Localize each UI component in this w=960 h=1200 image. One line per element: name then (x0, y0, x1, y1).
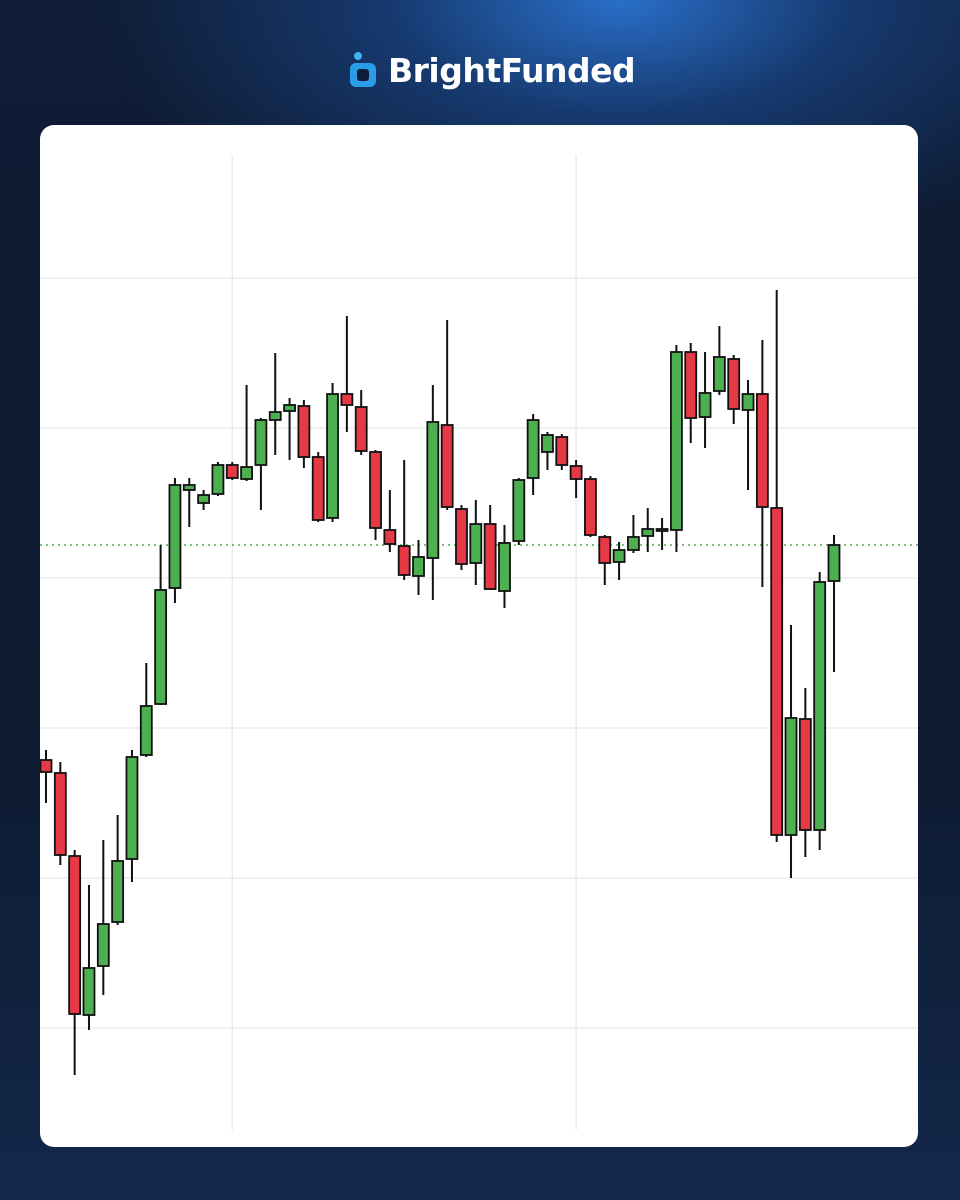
candle-body (168, 484, 182, 589)
candle-body (612, 549, 626, 563)
logo (350, 52, 376, 87)
candle-body (598, 536, 612, 564)
candle-body (96, 923, 110, 967)
candle-body (698, 392, 712, 418)
candle-body (770, 507, 784, 836)
chart (40, 155, 918, 1130)
candle-body (53, 772, 67, 856)
candle-body (154, 589, 168, 705)
candle-body (383, 529, 397, 545)
candle-body (111, 860, 125, 923)
candle-body (483, 523, 497, 590)
candle-body (684, 351, 698, 419)
candle-body (512, 479, 526, 542)
candle-body (655, 528, 669, 532)
candle-body (455, 508, 468, 565)
candle-body (755, 393, 769, 508)
candle-body (311, 456, 325, 521)
candle-body (712, 356, 726, 392)
candle-body (340, 393, 354, 406)
candle-body (727, 358, 741, 410)
candle-body (412, 556, 425, 577)
candle-body (798, 718, 812, 831)
candle-body (40, 759, 53, 773)
candle-body (827, 544, 841, 582)
candle-body (297, 405, 311, 458)
candle-body (569, 465, 583, 480)
candle-body (641, 528, 655, 537)
candle-body (526, 419, 540, 479)
candle-body (498, 542, 511, 592)
brand: BrightFunded (348, 50, 636, 90)
candle-body (254, 419, 268, 466)
candle-body (555, 436, 569, 466)
candle-body (139, 705, 153, 756)
candle-body (469, 523, 483, 564)
candle-body (125, 756, 139, 860)
candle-body (627, 536, 640, 551)
candle-body (741, 393, 755, 411)
candle-body (211, 464, 225, 495)
candle-body (240, 466, 253, 480)
candle-body (197, 494, 211, 504)
candle-body (541, 434, 554, 453)
candle-body (426, 421, 440, 559)
brand-name: BrightFunded (388, 50, 636, 90)
candle-body (225, 464, 239, 479)
candle-body (68, 855, 82, 1015)
candle-body (397, 545, 411, 576)
candle-body (440, 424, 454, 508)
candle-body (268, 411, 282, 421)
candle-body (369, 451, 382, 529)
candle-body (784, 717, 798, 836)
candle-body (283, 404, 296, 412)
candle-body (813, 581, 827, 831)
candle-body (182, 484, 196, 491)
candle-body (354, 406, 368, 452)
candle-body (82, 967, 96, 1016)
candle-body (670, 351, 683, 531)
candle-body (584, 478, 597, 536)
chart-card (40, 125, 918, 1147)
candle-body (326, 393, 339, 519)
